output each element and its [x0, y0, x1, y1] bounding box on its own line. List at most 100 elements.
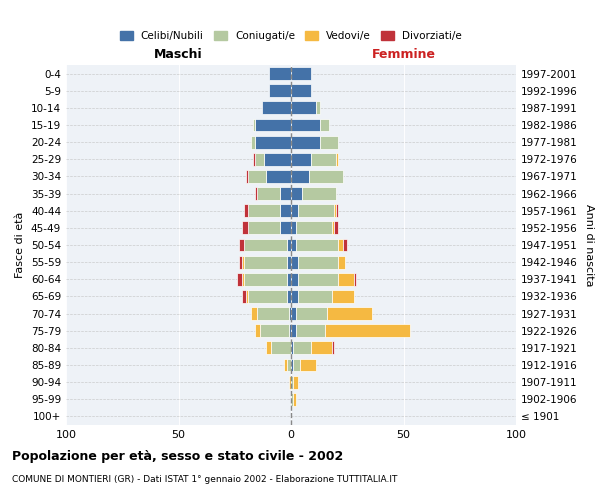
- Bar: [251, 307, 257, 320]
- Bar: [291, 170, 309, 183]
- Bar: [291, 324, 296, 337]
- Bar: [280, 222, 291, 234]
- Bar: [280, 187, 291, 200]
- Bar: [257, 187, 280, 200]
- Bar: [280, 204, 291, 217]
- Bar: [291, 118, 320, 132]
- Bar: [291, 67, 311, 80]
- Bar: [296, 222, 331, 234]
- Bar: [253, 118, 255, 132]
- Text: Femmine: Femmine: [371, 48, 436, 62]
- Bar: [338, 238, 343, 252]
- Bar: [269, 67, 291, 80]
- Bar: [266, 342, 271, 354]
- Bar: [271, 342, 291, 354]
- Legend: Celibi/Nubili, Coniugati/e, Vedovi/e, Divorziati/e: Celibi/Nubili, Coniugati/e, Vedovi/e, Di…: [116, 27, 466, 46]
- Bar: [291, 376, 293, 388]
- Bar: [338, 273, 354, 285]
- Bar: [255, 187, 257, 200]
- Bar: [260, 324, 289, 337]
- Bar: [289, 376, 291, 388]
- Bar: [296, 238, 338, 252]
- Bar: [255, 153, 264, 166]
- Bar: [269, 84, 291, 97]
- Bar: [241, 273, 244, 285]
- Bar: [284, 358, 287, 372]
- Bar: [246, 170, 248, 183]
- Bar: [291, 256, 298, 268]
- Bar: [264, 153, 291, 166]
- Bar: [291, 307, 296, 320]
- Text: Maschi: Maschi: [154, 48, 203, 62]
- Bar: [255, 324, 260, 337]
- Bar: [244, 273, 287, 285]
- Bar: [266, 170, 291, 183]
- Bar: [239, 238, 244, 252]
- Text: Popolazione per età, sesso e stato civile - 2002: Popolazione per età, sesso e stato civil…: [12, 450, 343, 463]
- Bar: [316, 102, 320, 114]
- Bar: [287, 273, 291, 285]
- Bar: [287, 256, 291, 268]
- Bar: [262, 102, 291, 114]
- Bar: [255, 136, 291, 148]
- Bar: [291, 238, 296, 252]
- Bar: [336, 204, 338, 217]
- Bar: [291, 84, 311, 97]
- Text: COMUNE DI MONTIERI (GR) - Dati ISTAT 1° gennaio 2002 - Elaborazione TUTTITALIA.I: COMUNE DI MONTIERI (GR) - Dati ISTAT 1° …: [12, 475, 397, 484]
- Bar: [287, 290, 291, 303]
- Bar: [291, 204, 298, 217]
- Bar: [298, 204, 334, 217]
- Bar: [334, 204, 336, 217]
- Bar: [241, 222, 248, 234]
- Bar: [336, 153, 338, 166]
- Bar: [289, 324, 291, 337]
- Bar: [300, 358, 316, 372]
- Bar: [331, 222, 334, 234]
- Bar: [239, 256, 241, 268]
- Bar: [309, 170, 343, 183]
- Bar: [291, 136, 320, 148]
- Bar: [241, 256, 244, 268]
- Bar: [257, 307, 289, 320]
- Bar: [287, 238, 291, 252]
- Bar: [293, 376, 298, 388]
- Bar: [253, 153, 255, 166]
- Bar: [291, 222, 296, 234]
- Bar: [302, 187, 336, 200]
- Bar: [327, 307, 372, 320]
- Bar: [291, 102, 316, 114]
- Bar: [296, 324, 325, 337]
- Y-axis label: Anni di nascita: Anni di nascita: [584, 204, 594, 286]
- Bar: [291, 290, 298, 303]
- Bar: [298, 273, 338, 285]
- Bar: [331, 290, 354, 303]
- Bar: [320, 118, 329, 132]
- Bar: [291, 393, 293, 406]
- Bar: [338, 256, 345, 268]
- Bar: [289, 307, 291, 320]
- Bar: [291, 273, 298, 285]
- Y-axis label: Fasce di età: Fasce di età: [16, 212, 25, 278]
- Bar: [296, 307, 327, 320]
- Bar: [311, 342, 331, 354]
- Bar: [334, 222, 338, 234]
- Bar: [244, 256, 287, 268]
- Bar: [291, 342, 293, 354]
- Bar: [241, 290, 246, 303]
- Bar: [251, 136, 255, 148]
- Bar: [311, 153, 336, 166]
- Bar: [298, 290, 331, 303]
- Bar: [325, 324, 410, 337]
- Bar: [291, 358, 293, 372]
- Bar: [246, 290, 248, 303]
- Bar: [244, 238, 287, 252]
- Bar: [248, 204, 280, 217]
- Bar: [291, 153, 311, 166]
- Bar: [244, 204, 248, 217]
- Bar: [298, 256, 338, 268]
- Bar: [320, 136, 338, 148]
- Bar: [293, 342, 311, 354]
- Bar: [343, 238, 347, 252]
- Bar: [287, 358, 291, 372]
- Bar: [248, 290, 287, 303]
